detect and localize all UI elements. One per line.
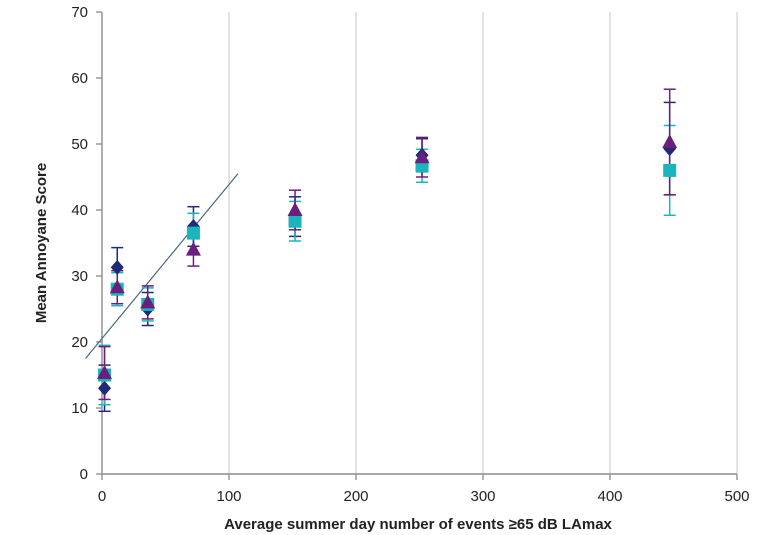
marker-diamond-0 bbox=[98, 380, 112, 396]
marker-square-6 bbox=[663, 163, 677, 177]
marker-triangle-6 bbox=[662, 134, 678, 149]
y-tick-label-60: 60 bbox=[71, 70, 88, 87]
y-tick-label-30: 30 bbox=[71, 268, 88, 285]
x-tick-label-500: 500 bbox=[724, 488, 749, 505]
x-tick-label-200: 200 bbox=[343, 488, 368, 505]
y-tick-label-0: 0 bbox=[80, 466, 88, 483]
marker-triangle-1 bbox=[109, 279, 125, 294]
x-tick-label-400: 400 bbox=[597, 488, 622, 505]
marker-triangle-5 bbox=[414, 149, 430, 164]
tick-labels: 0 10 20 30 40 50 60 70 0 100 200 300 400 500 bbox=[71, 4, 749, 505]
marker-square-3 bbox=[186, 226, 200, 240]
y-axis-title: Mean Annoyane Score bbox=[33, 163, 50, 323]
grid-lines bbox=[228, 12, 738, 474]
y-tick-label-20: 20 bbox=[71, 334, 88, 351]
y-tick-label-40: 40 bbox=[71, 202, 88, 219]
marker-square-4 bbox=[288, 214, 302, 228]
y-tick-label-70: 70 bbox=[71, 4, 88, 21]
marker-triangle-0 bbox=[97, 365, 113, 380]
error-bars bbox=[98, 88, 676, 413]
marker-diamond-1 bbox=[110, 259, 124, 275]
x-tick-label-300: 300 bbox=[470, 488, 495, 505]
y-tick-label-50: 50 bbox=[71, 136, 88, 153]
data-markers bbox=[97, 134, 678, 396]
axes bbox=[96, 11, 738, 480]
x-tick-label-100: 100 bbox=[216, 488, 241, 505]
x-tick-label-0: 0 bbox=[98, 488, 106, 505]
marker-triangle-2 bbox=[140, 294, 156, 309]
trendline bbox=[85, 173, 239, 359]
marker-triangle-4 bbox=[287, 202, 303, 216]
marker-triangle-3 bbox=[185, 241, 201, 256]
x-axis-title: Average summer day number of events ≥65 … bbox=[224, 516, 612, 533]
y-tick-label-10: 10 bbox=[71, 400, 88, 417]
trendline-layer bbox=[85, 173, 239, 359]
